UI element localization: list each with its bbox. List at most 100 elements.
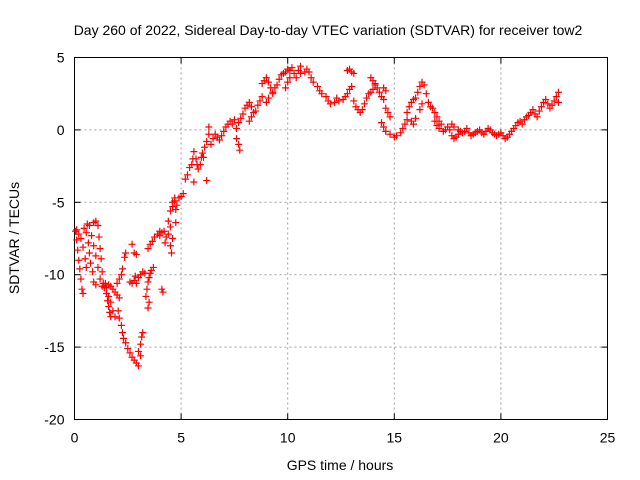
- data-point: [245, 98, 253, 106]
- data-point: [76, 265, 84, 273]
- data-point: [431, 117, 439, 125]
- data-point: [148, 237, 156, 245]
- data-point: [373, 84, 381, 92]
- data-point: [375, 88, 383, 96]
- data-point: [121, 253, 129, 261]
- data-point: [318, 90, 326, 98]
- data-point: [115, 275, 123, 283]
- data-point: [401, 120, 409, 128]
- data-point: [220, 127, 228, 135]
- data-point: [537, 103, 545, 111]
- data-point: [89, 268, 97, 276]
- data-point: [79, 290, 87, 298]
- data-point: [247, 103, 255, 111]
- data-point: [138, 333, 146, 341]
- data-point: [382, 127, 390, 135]
- data-point: [233, 124, 241, 132]
- data-point: [156, 232, 164, 240]
- data-point: [137, 340, 145, 348]
- y-tick-label: -15: [44, 339, 64, 355]
- data-point: [172, 219, 180, 227]
- data-point: [81, 255, 89, 263]
- data-point: [228, 120, 236, 128]
- data-point: [166, 223, 174, 231]
- data-point: [403, 116, 411, 124]
- data-point: [422, 90, 430, 98]
- data-point: [120, 334, 128, 342]
- data-point: [233, 135, 241, 143]
- data-point: [126, 349, 134, 357]
- data-point: [122, 249, 130, 257]
- data-point: [128, 240, 136, 248]
- data-point: [166, 242, 174, 250]
- data-point: [386, 130, 394, 138]
- data-point: [429, 104, 437, 112]
- data-point: [397, 129, 405, 137]
- data-point: [117, 321, 125, 329]
- data-point: [518, 120, 526, 128]
- data-point: [371, 80, 379, 88]
- data-point: [424, 98, 432, 106]
- data-point: [168, 249, 176, 257]
- data-point: [265, 94, 273, 102]
- data-point: [105, 292, 113, 300]
- data-point: [552, 93, 560, 101]
- y-tick-label: -20: [44, 412, 64, 428]
- data-point: [256, 97, 264, 105]
- x-tick-label: 5: [177, 430, 185, 446]
- data-point: [535, 107, 543, 115]
- data-point: [164, 230, 172, 238]
- data-point: [273, 81, 281, 89]
- data-point: [418, 100, 426, 108]
- data-point: [85, 221, 93, 229]
- data-point: [380, 123, 388, 131]
- x-axis-title: GPS time / hours: [287, 457, 394, 473]
- x-tick-label: 0: [71, 430, 79, 446]
- axis-ticks: [74, 57, 608, 420]
- data-point: [296, 62, 304, 70]
- y-tick-label: -5: [52, 194, 65, 210]
- data-point: [262, 98, 270, 106]
- data-point: [183, 171, 191, 179]
- data-point: [144, 278, 152, 286]
- data-point: [431, 109, 439, 117]
- chart-title: Day 260 of 2022, Sidereal Day-to-day VTE…: [74, 22, 583, 38]
- data-point: [437, 120, 445, 128]
- data-point: [286, 74, 294, 82]
- data-point: [194, 165, 202, 173]
- data-point: [326, 100, 334, 108]
- data-point: [101, 279, 109, 287]
- data-point: [196, 161, 204, 169]
- data-point: [117, 271, 125, 279]
- data-point: [542, 95, 550, 103]
- data-point: [360, 100, 368, 108]
- data-point: [529, 106, 537, 114]
- data-point: [284, 78, 292, 86]
- x-tick-label: 20: [493, 430, 509, 446]
- data-point: [114, 307, 122, 315]
- data-point: [399, 124, 407, 132]
- data-point: [230, 116, 238, 124]
- data-point: [149, 263, 157, 271]
- data-point: [73, 226, 81, 234]
- data-point: [97, 255, 105, 263]
- data-point: [137, 352, 145, 360]
- data-point: [382, 104, 390, 112]
- data-points: [72, 62, 562, 370]
- data-point: [265, 78, 273, 86]
- data-point: [416, 82, 424, 90]
- data-point: [252, 107, 260, 115]
- data-point: [107, 298, 115, 306]
- data-point: [247, 113, 255, 121]
- data-point: [139, 329, 147, 337]
- data-point: [350, 97, 358, 105]
- data-point: [161, 239, 169, 247]
- data-point: [78, 285, 86, 293]
- data-point: [169, 235, 177, 242]
- data-point: [86, 259, 94, 267]
- data-point: [463, 124, 471, 132]
- data-point: [412, 94, 420, 102]
- data-point: [166, 207, 174, 215]
- data-point: [111, 313, 119, 321]
